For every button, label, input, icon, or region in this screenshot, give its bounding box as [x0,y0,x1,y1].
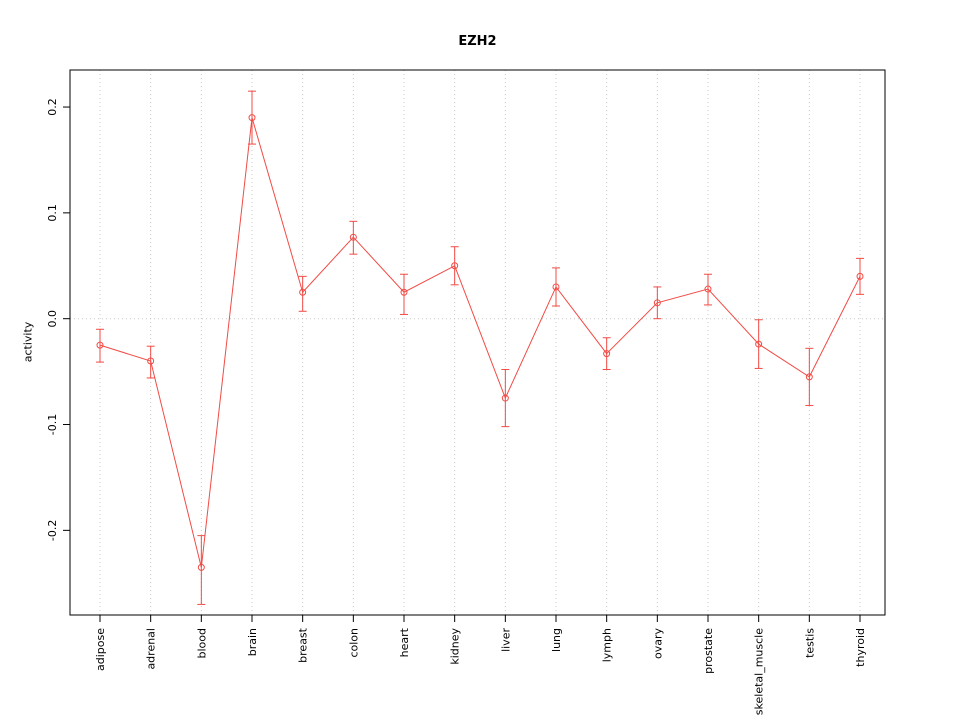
x-tick-label: colon [347,628,360,658]
x-tick-label: brain [246,628,259,656]
error-bar [96,328,104,363]
x-tick-label: breast [297,627,310,663]
x-tick-label: blood [195,628,208,658]
x-tick-label: skeletal_muscle [753,628,766,715]
x-tick-label: heart [398,627,411,657]
x-tick-label: testis [803,628,816,658]
y-tick-label: 0.2 [46,98,59,116]
data-point [755,340,763,348]
y-tick-label: -0.1 [46,414,59,435]
error-bar [400,273,408,315]
y-tick-label: -0.2 [46,520,59,541]
data-point [603,350,611,358]
error-bar [298,275,307,312]
x-tick-label: liver [499,628,512,652]
y-tick-label: 0.0 [46,310,59,328]
x-tick-label: thyroid [854,628,867,667]
data-point [248,114,256,122]
data-point [147,357,155,365]
series-line [99,117,861,568]
data-point [349,233,357,241]
x-tick-label: adrenal [145,628,158,670]
x-tick-label: ovary [651,628,664,660]
data-point [704,285,712,293]
x-tick-label: kidney [449,628,462,665]
data-point [856,272,864,280]
data-point [197,563,205,571]
x-tick-label: adipose [94,628,107,671]
data-point [400,288,408,296]
data-point [552,283,560,291]
x-tick-label: lymph [601,628,614,662]
plot-border [69,69,886,616]
data-point [96,341,104,349]
data-point [805,373,813,381]
data-point [299,288,307,296]
x-tick-label: prostate [702,628,715,674]
chart-title: EZH2 [458,34,497,49]
y-tick-label: 0.1 [46,204,59,222]
data-point [653,299,661,307]
data-point [451,262,459,270]
x-tick-label: lung [550,628,563,652]
data-point [501,394,509,402]
